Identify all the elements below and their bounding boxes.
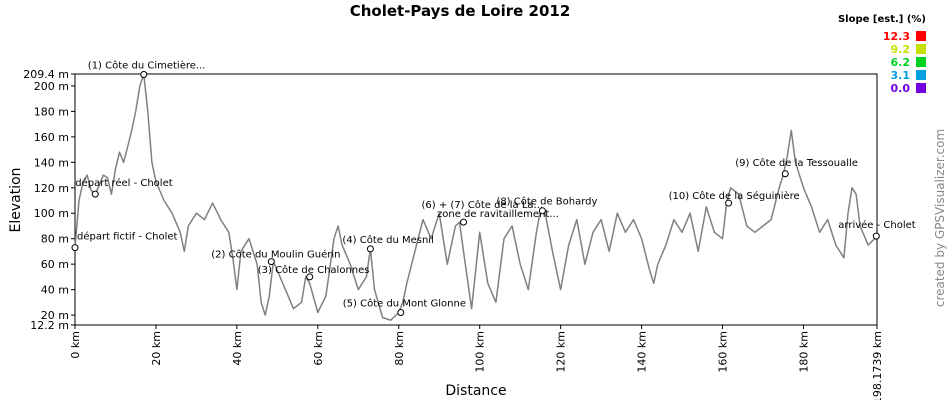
- annotation-label: (1) Côte du Cimetière...: [88, 60, 206, 72]
- x-tick-label: 198.1739 km: [871, 331, 884, 400]
- legend-label: 9.2: [891, 43, 911, 56]
- x-tick-label: 180 km: [797, 331, 810, 373]
- annotation-label: départ fictif - Cholet: [77, 231, 178, 243]
- x-tick-label: 40 km: [231, 331, 244, 366]
- annotation-label: (3) Côte de Chalonnes: [258, 264, 370, 276]
- annotation-marker: [781, 170, 789, 178]
- elevation-line: [74, 73, 878, 321]
- annotation-marker: [267, 258, 275, 266]
- legend-swatch: [916, 83, 926, 93]
- annotation-label: (9) Côte de la Tessoualle: [735, 157, 858, 169]
- annotation-marker: [366, 245, 374, 253]
- y-tick-label: 80 m: [41, 233, 69, 246]
- annotation-label: (2) Côte du Moulin Guérin: [211, 249, 340, 261]
- annotation-label: (6) + (7) Côte de la La...: [422, 199, 544, 211]
- chart-title: Cholet-Pays de Loire 2012: [350, 2, 571, 20]
- credit: created by GPSVisualizer.com: [933, 129, 947, 307]
- annotation-label: arrivée - Cholet: [838, 219, 916, 231]
- y-tick-label: 20 m: [41, 309, 69, 322]
- y-tick-label: 200 m: [34, 80, 69, 93]
- annotation-marker: [140, 71, 148, 79]
- y-tick-label: 180 m: [34, 105, 69, 118]
- annotation-marker: [306, 273, 314, 281]
- y-tick-label: 209.4 m: [23, 68, 69, 81]
- annotation-marker: [538, 207, 546, 215]
- annotation-marker: [397, 309, 405, 317]
- legend-swatch: [916, 57, 926, 67]
- annotation-label: départ réel - Cholet: [75, 177, 172, 189]
- legend-title: Slope [est.] (%): [838, 14, 926, 25]
- y-tick-label: 120 m: [34, 182, 69, 195]
- x-axis-label: Distance: [445, 383, 506, 399]
- x-tick-label: 0 km: [69, 331, 82, 359]
- annotation-marker: [725, 199, 733, 207]
- annotation-label: (5) Côte du Mont Glonne: [343, 298, 466, 310]
- annotation-label: (4) Côte du Mesnil: [342, 234, 433, 246]
- legend-label: 12.3: [883, 30, 910, 43]
- y-tick-label: 160 m: [34, 131, 69, 144]
- legend-label: 3.1: [891, 69, 911, 82]
- x-tick-label: 60 km: [312, 331, 325, 366]
- annotation-label: (8) Côte de Bohardy: [496, 196, 597, 208]
- legend-label: 6.2: [891, 56, 911, 69]
- annotation-label: zone de ravitaillement...: [437, 209, 559, 220]
- annotation-marker: [872, 232, 880, 240]
- x-tick-label: 140 km: [636, 331, 649, 373]
- y-tick-label: 60 m: [41, 258, 69, 271]
- annotation-label: (10) Côte de la Séguinière: [669, 190, 800, 202]
- legend-swatch: [916, 44, 926, 54]
- legend-swatch: [916, 31, 926, 41]
- legend-label: 0.0: [891, 82, 911, 95]
- plot-frame: [74, 73, 878, 326]
- annotation-marker: [460, 218, 468, 226]
- x-tick-label: 80 km: [393, 331, 406, 366]
- y-tick-label: 140 m: [34, 156, 69, 169]
- y-axis-label: Elevation: [8, 167, 24, 232]
- y-tick-label: 12.2 m: [30, 319, 69, 332]
- x-tick-label: 100 km: [474, 331, 487, 373]
- annotation-marker: [91, 190, 99, 198]
- y-tick-label: 40 m: [41, 284, 69, 297]
- y-tick-label: 100 m: [34, 207, 69, 220]
- annotation-marker: [71, 244, 79, 252]
- x-tick-label: 120 km: [555, 331, 568, 373]
- x-tick-label: 160 km: [717, 331, 730, 373]
- x-tick-label: 20 km: [150, 331, 163, 366]
- legend-swatch: [916, 70, 926, 80]
